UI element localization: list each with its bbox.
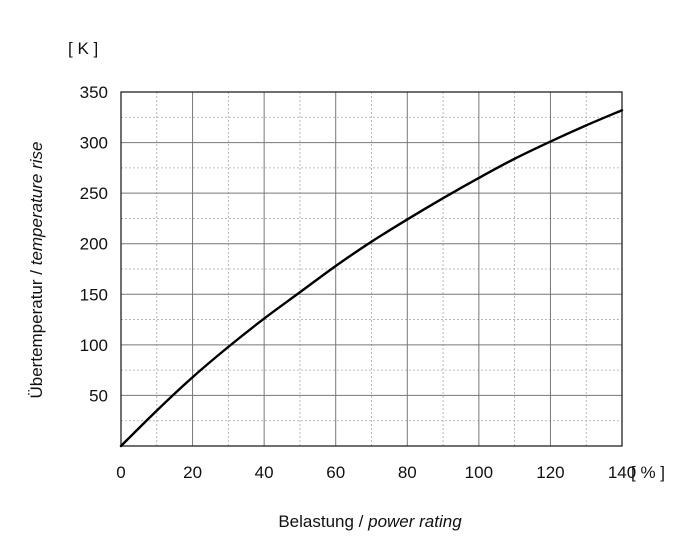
y-tick-labels: 50 100 150 200 250 300 350	[80, 83, 108, 405]
x-tick-label: 140	[608, 463, 636, 482]
plot-frame	[120, 91, 623, 447]
x-tick-label: 20	[183, 463, 202, 482]
y-axis-label-italic: temperature rise	[27, 141, 46, 265]
x-axis-label: Belastung / power rating	[278, 512, 462, 531]
x-axis-label-italic: power rating	[367, 512, 462, 531]
y-tick-label: 150	[80, 285, 108, 304]
grid-lines	[121, 92, 622, 446]
x-tick-label: 60	[326, 463, 345, 482]
y-tick-label: 200	[80, 235, 108, 254]
y-axis-label-plain: Übertemperatur /	[27, 265, 46, 398]
series-line	[119, 109, 624, 448]
x-tick-label: 0	[116, 463, 125, 482]
y-tick-label: 100	[80, 336, 108, 355]
x-axis-label-plain: Belastung /	[278, 512, 368, 531]
x-tick-label: 40	[255, 463, 274, 482]
x-tick-labels: 0 20 40 60 80 100 120 140	[116, 463, 636, 482]
y-tick-label: 350	[80, 83, 108, 102]
y-tick-label: 300	[80, 134, 108, 153]
x-tick-label: 100	[465, 463, 493, 482]
x-tick-label: 120	[536, 463, 564, 482]
y-axis-label: Übertemperatur / temperature rise	[27, 141, 46, 398]
y-unit-label: [ K ]	[68, 39, 98, 58]
x-tick-label: 80	[398, 463, 417, 482]
y-tick-label: 50	[89, 386, 108, 405]
x-unit-label: [ % ]	[631, 463, 665, 482]
y-tick-label: 250	[80, 184, 108, 203]
